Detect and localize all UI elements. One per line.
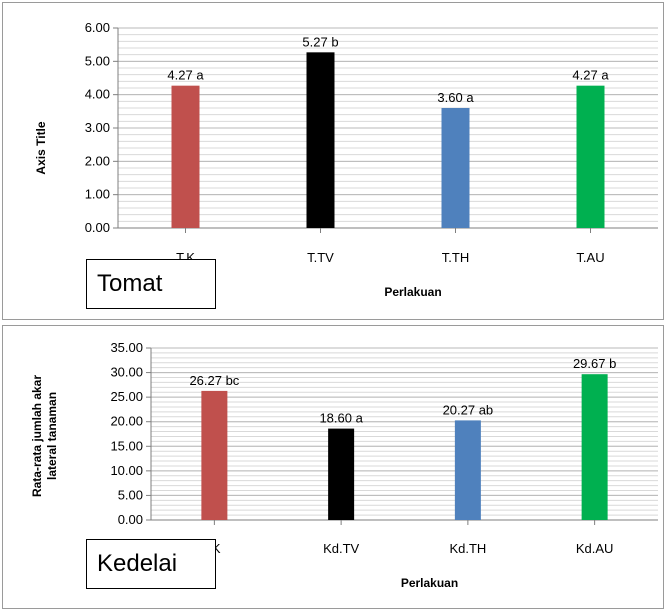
bar-T.TH [441, 108, 470, 228]
data-label: 20.27 ab [443, 402, 494, 417]
data-label: 3.60 a [437, 90, 474, 105]
y-tick-label: 4.00 [85, 87, 110, 102]
x-tick-label: Kd.TH [449, 541, 486, 556]
bar-T.K [171, 85, 200, 229]
x-axis-title: Perlakuan [384, 285, 441, 299]
bar-T.AU [576, 85, 605, 229]
x-tick-label: Kd.TV [323, 541, 359, 556]
chart-label-kedelai: Kedelai [86, 539, 216, 589]
y-axis-title-text: Axis Title [34, 121, 48, 174]
data-label: 26.27 bc [189, 373, 239, 388]
data-label: 4.27 a [167, 68, 204, 83]
y-tick-label: 25.00 [110, 389, 143, 404]
bar-Kd.TH [454, 420, 481, 520]
y-tick-label: 2.00 [85, 153, 110, 168]
y-tick-label: 15.00 [110, 438, 143, 453]
y-tick-label: 6.00 [85, 20, 110, 35]
data-label: 18.60 a [319, 411, 363, 426]
y-axis-title-line: Rata-rata jumlah akar [30, 375, 44, 497]
x-tick-label: T.TV [307, 250, 334, 265]
bar-Kd.TV [328, 428, 355, 520]
y-tick-label: 10.00 [110, 463, 143, 478]
x-tick-label: Kd.AU [576, 541, 614, 556]
y-axis-title: Axis Title [34, 121, 48, 174]
x-axis-title: Perlakuan [401, 576, 458, 590]
y-tick-label: 30.00 [110, 365, 143, 380]
y-axis-title: Rata-rata jumlah akar lateral tanaman [30, 375, 59, 497]
y-tick-label: 0.00 [85, 220, 110, 235]
y-tick-label: 35.00 [110, 340, 143, 355]
data-label: 4.27 a [572, 68, 609, 83]
data-label: 29.67 b [573, 356, 616, 371]
chart-label-tomat: Tomat [86, 259, 216, 309]
x-tick-label: T.AU [576, 250, 604, 265]
y-tick-label: 5.00 [118, 487, 143, 502]
y-tick-label: 20.00 [110, 414, 143, 429]
y-tick-label: 0.00 [118, 512, 143, 527]
bar-.K [201, 390, 228, 520]
bar-T.TV [306, 52, 335, 229]
data-label: 5.27 b [302, 34, 338, 49]
bar-Kd.AU [581, 374, 608, 520]
y-tick-label: 3.00 [85, 120, 110, 135]
y-tick-label: 1.00 [85, 187, 110, 202]
y-axis-title-line: lateral tanaman [45, 392, 59, 480]
x-tick-label: T.TH [442, 250, 469, 265]
y-tick-label: 5.00 [85, 53, 110, 68]
